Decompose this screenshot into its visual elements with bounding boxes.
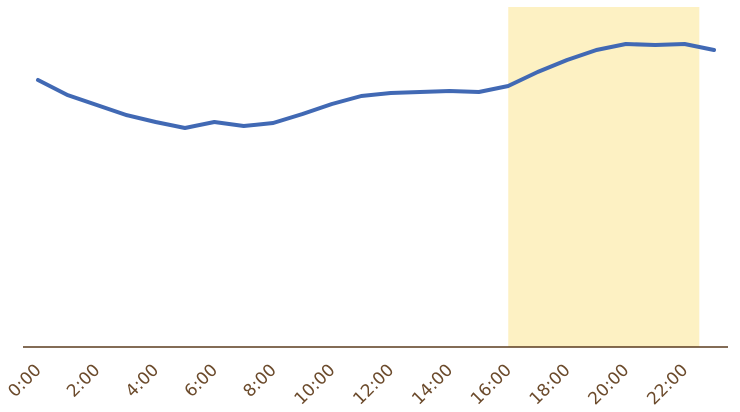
highlight-band: [508, 7, 700, 347]
x-tick-label: 8:00: [240, 360, 281, 401]
x-tick-label: 0:00: [4, 360, 45, 401]
x-tick-label: 22:00: [643, 360, 692, 409]
x-tick-label: 10:00: [291, 360, 340, 409]
x-tick-label: 6:00: [181, 360, 222, 401]
x-tick-label: 14:00: [408, 360, 457, 409]
x-tick-label: 16:00: [467, 360, 516, 409]
line-series: [36, 42, 716, 130]
x-tick-label: 4:00: [122, 360, 163, 401]
x-tick-label: 12:00: [349, 360, 398, 409]
x-tick-label: 2:00: [63, 360, 104, 401]
x-tick-label: 18:00: [526, 360, 575, 409]
x-tick-label: 20:00: [585, 360, 634, 409]
